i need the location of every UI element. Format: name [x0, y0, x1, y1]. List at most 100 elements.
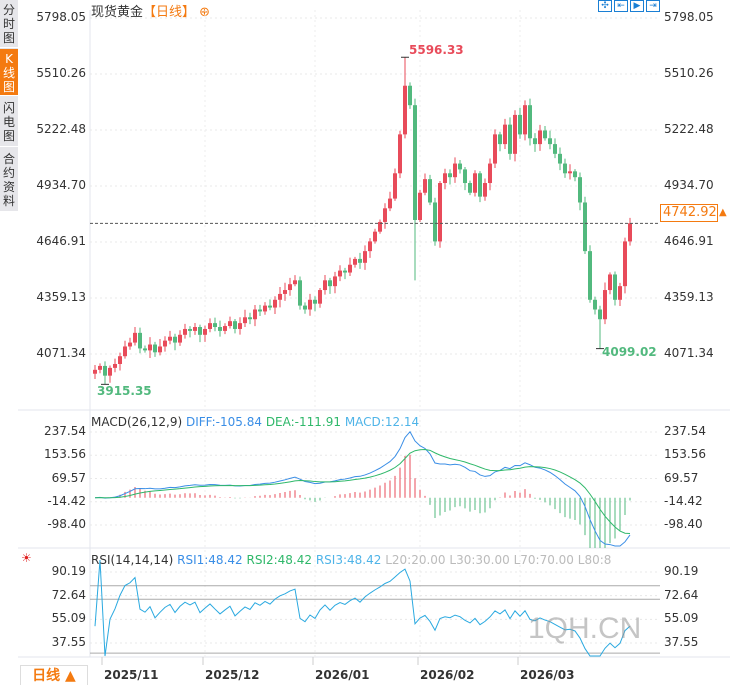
candle-body: [473, 173, 477, 193]
candle-body: [343, 270, 347, 273]
candle-body: [518, 114, 522, 135]
macd-tick-right: -98.40: [664, 517, 703, 531]
watermark: 1QH.CN: [528, 612, 642, 645]
candle-body: [458, 163, 462, 170]
candle-body: [608, 274, 612, 291]
candle-body: [623, 241, 627, 287]
candle-body: [248, 317, 252, 320]
macd-value: MACD:12.14: [344, 415, 420, 429]
move-icon[interactable]: ✣: [598, 0, 612, 12]
candle-body: [503, 124, 507, 145]
candle-body: [438, 183, 442, 242]
candle-body: [188, 328, 192, 331]
candle-body: [478, 173, 482, 197]
candle-body: [513, 114, 517, 154]
candle-body: [528, 105, 532, 139]
candle-body: [548, 138, 552, 145]
macd-diff: DIFF:-105.84: [185, 415, 262, 429]
candle-body: [213, 323, 217, 328]
period-button[interactable]: 日线 ▲: [20, 665, 88, 685]
candle-body: [403, 85, 407, 135]
tab-kline[interactable]: K线图: [0, 49, 18, 96]
current-price-tag: 4742.92: [660, 204, 718, 222]
candle-body: [173, 336, 177, 343]
rsi-tick-right: 72.64: [664, 587, 699, 602]
candle-body: [628, 223, 632, 242]
candle-body: [93, 369, 97, 374]
price-tick-left: 4934.70: [36, 177, 86, 192]
candle-body: [288, 284, 292, 291]
candle-body: [348, 264, 352, 273]
candle-body: [333, 276, 337, 287]
candle-body: [98, 365, 102, 370]
time-label: 2026/01: [315, 668, 370, 682]
price-tick-right: 5798.05: [664, 10, 714, 24]
candle-body: [123, 346, 127, 357]
candle-body: [328, 280, 332, 287]
candle-body: [263, 305, 267, 312]
annotation-high: 5596.33: [409, 43, 464, 58]
time-label: 2025/11: [104, 668, 159, 682]
rsi1-value: RSI1:48.42: [177, 553, 243, 567]
candle-body: [293, 280, 297, 285]
candle-body: [368, 241, 372, 252]
time-label: 2026/03: [520, 668, 575, 682]
rsi-line: [94, 559, 631, 657]
candle-body: [143, 348, 147, 351]
candle-body: [323, 280, 327, 291]
play-forward-icon[interactable]: ▶: [630, 0, 644, 12]
crosshair-circle-icon[interactable]: ⊕: [195, 5, 211, 20]
scroll-end-icon[interactable]: ⇥: [646, 0, 660, 12]
zoom-range-icon[interactable]: ⇤: [614, 0, 628, 12]
time-label: 2026/02: [420, 668, 475, 682]
candle-body: [183, 328, 187, 335]
candle-body: [243, 317, 247, 324]
candle-body: [558, 153, 562, 164]
candle-body: [203, 328, 207, 335]
rsi-tick-left: 72.64: [51, 587, 86, 602]
candle-body: [133, 332, 137, 343]
tab-timeshare[interactable]: 分时图: [0, 0, 18, 48]
rsi-label: RSI(14,14,14): [91, 553, 174, 567]
sidebar: 分时图 K线图 闪电图 合约资料: [0, 0, 18, 212]
candle-body: [313, 299, 317, 304]
price-tick-right: 5222.48: [664, 122, 714, 136]
candle-body: [538, 130, 542, 145]
candle-body: [463, 169, 467, 184]
rsi-level: L30:30.00: [449, 553, 510, 567]
candle-body: [268, 305, 272, 308]
tab-contract-info[interactable]: 合约资料: [0, 148, 18, 212]
annotation-start_low: 3915.35: [97, 384, 152, 399]
candle-body: [278, 293, 282, 300]
candle-body: [168, 336, 172, 341]
candle-body: [193, 327, 197, 331]
candle-body: [178, 334, 182, 343]
candle-body: [408, 85, 412, 106]
candle-body: [468, 183, 472, 193]
candle-body: [373, 231, 377, 242]
candle-body: [163, 340, 167, 347]
rsi-tick-right: 37.55: [664, 635, 699, 649]
candle-body: [233, 321, 237, 329]
tab-flash[interactable]: 闪电图: [0, 97, 18, 147]
candle-body: [593, 299, 597, 310]
candle-body: [578, 177, 582, 203]
candle-body: [353, 258, 357, 265]
macd-label: MACD(26,12,9): [91, 415, 183, 429]
candle-body: [498, 134, 502, 145]
candle-body: [218, 327, 222, 331]
candle-body: [303, 305, 307, 310]
candle-body: [483, 183, 487, 197]
collapse-arrow-icon[interactable]: ▲: [719, 207, 727, 218]
price-tick-right: 4071.34: [664, 346, 714, 360]
candle-body: [443, 173, 447, 184]
candle-body: [493, 134, 497, 164]
candle-body: [338, 270, 342, 277]
rsi-tick-left: 90.19: [51, 564, 86, 578]
macd-tick-right: 69.57: [664, 470, 699, 485]
price-tick-left: 4646.91: [36, 234, 86, 248]
candle-body: [378, 221, 382, 232]
settings-sun-icon[interactable]: ☀: [21, 551, 32, 565]
candle-body: [128, 342, 132, 347]
